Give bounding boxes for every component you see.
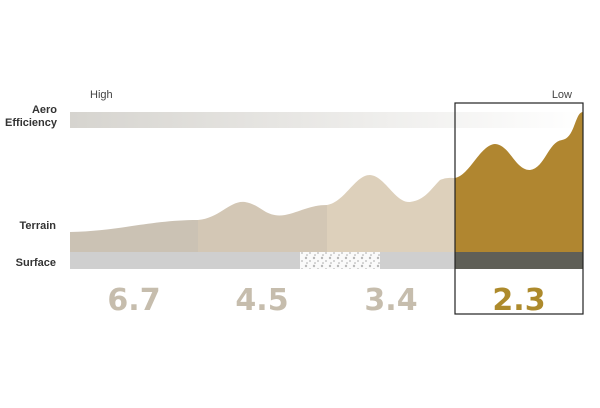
- surface-bar: [70, 252, 455, 269]
- score: 4.5: [235, 283, 288, 318]
- surface-dark: [455, 252, 583, 269]
- score: 3.4: [364, 283, 417, 318]
- surface-label: Surface: [16, 257, 56, 269]
- scale-low: Low: [552, 89, 572, 101]
- surface-gravel: [300, 252, 380, 269]
- terrain-4: [455, 112, 583, 252]
- terrain-label: Terrain: [20, 220, 57, 232]
- score: 2.3: [492, 283, 545, 318]
- terrain-3: [327, 175, 455, 252]
- aero-label: Aero Efficiency: [5, 104, 57, 129]
- aero-bar: [70, 112, 583, 128]
- aero-label-box: Aero Efficiency: [5, 104, 57, 129]
- highlight-box: [454, 102, 584, 315]
- scale-high: High: [90, 89, 113, 101]
- terrain-1: [70, 220, 198, 252]
- score: 6.7: [107, 283, 160, 318]
- terrain-2: [198, 201, 327, 252]
